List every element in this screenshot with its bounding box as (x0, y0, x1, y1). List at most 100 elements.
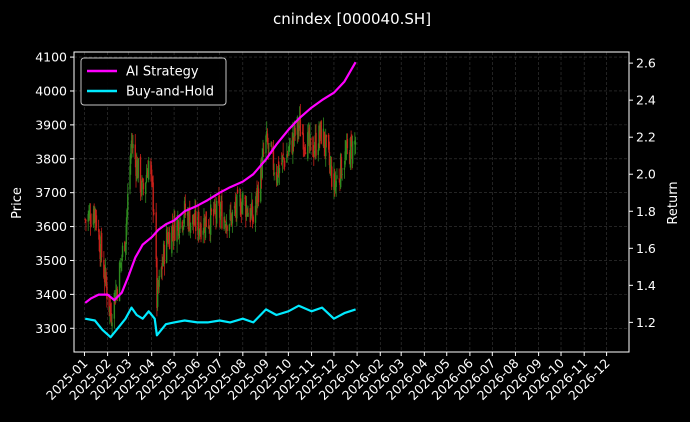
candle-body (199, 228, 201, 235)
y-right-tick-label: 1.8 (636, 204, 656, 219)
candle-body (277, 166, 279, 183)
candle-body (92, 213, 95, 225)
candle-body (230, 214, 233, 226)
candle-body (304, 152, 307, 155)
candle-body (115, 287, 118, 295)
candle-body (229, 209, 231, 220)
candle-body (294, 127, 296, 136)
candle-body (114, 297, 116, 305)
candle-body (236, 189, 239, 194)
y-axis-left-label: Price (10, 187, 25, 219)
candle-body (195, 211, 197, 232)
candle-body (97, 228, 100, 232)
candle-body (189, 209, 191, 231)
candle-body (292, 133, 294, 154)
candles (84, 103, 357, 335)
candle-body (325, 134, 328, 138)
candle-body (239, 198, 242, 216)
candle-body (287, 152, 290, 155)
candle-body (291, 140, 293, 154)
candle-body (158, 275, 160, 287)
candle-body (336, 175, 338, 179)
candle-body (124, 241, 126, 252)
candle-body (325, 134, 327, 157)
candle-body (134, 144, 136, 159)
candle-body (340, 157, 343, 179)
candle-body (110, 313, 113, 323)
candle-body (171, 226, 173, 254)
candle-body (100, 236, 102, 261)
y-left-tick-label: 3600 (35, 219, 67, 234)
candle-body (273, 172, 275, 175)
y-right-tick-label: 2.6 (636, 56, 656, 71)
candle-body (252, 216, 254, 222)
candle-body (351, 141, 354, 164)
candle-body (224, 219, 226, 221)
candle-body (334, 182, 337, 191)
candle-body (309, 133, 311, 147)
candle-body (245, 205, 248, 217)
candle-body (147, 170, 149, 178)
y-left-tick-label: 3400 (35, 287, 67, 302)
legend-label-ai-strategy: AI Strategy (126, 65, 199, 80)
y-left-tick-label: 3500 (35, 253, 67, 268)
candle-body (240, 211, 243, 214)
candle-body (276, 179, 278, 183)
candle-body (322, 128, 325, 147)
candle-body (261, 156, 263, 178)
candle-body (265, 135, 267, 154)
candle-body (171, 224, 174, 232)
candle-body (298, 125, 300, 129)
candle-body (339, 154, 342, 188)
candle-body (207, 226, 210, 228)
candle-body (313, 150, 316, 154)
candle-body (225, 222, 228, 232)
candle-body (226, 225, 228, 231)
candle-body (136, 160, 139, 179)
candle-body (328, 152, 331, 166)
candle-body (166, 232, 169, 239)
candle-body (103, 259, 105, 278)
candle-body (282, 153, 284, 156)
legend: AI Strategy Buy-and-Hold (80, 57, 227, 106)
candle-body (106, 284, 108, 299)
candle-body (210, 209, 213, 212)
candle-body (130, 153, 132, 164)
candle-body (172, 236, 175, 238)
candle-body (328, 134, 330, 150)
candle-body (204, 216, 207, 238)
candle-body (130, 140, 133, 149)
candle-body (242, 192, 244, 205)
candle-body (215, 212, 217, 219)
candle-body (313, 154, 315, 158)
candle-body (88, 209, 91, 215)
candle-body (161, 262, 163, 270)
candle-body (209, 204, 212, 235)
candle-body (177, 221, 180, 236)
candle-body (192, 214, 195, 225)
candle-body (231, 212, 234, 224)
candle-body (188, 209, 190, 228)
candle-body (354, 140, 356, 145)
candle-body (85, 220, 87, 221)
candle-body (220, 203, 222, 210)
candle-body (288, 145, 290, 149)
candle-body (204, 223, 206, 233)
candle-body (303, 144, 305, 146)
candle-body (147, 161, 150, 180)
chart-title: cnindex [000040.SH] (273, 10, 431, 28)
candle-body (162, 243, 165, 264)
candle-body (251, 202, 253, 215)
candle-body (292, 137, 295, 141)
candle-body (249, 208, 251, 223)
candle-body (189, 222, 192, 233)
candle-body (224, 224, 227, 228)
candle-body (221, 200, 223, 229)
candle-body (244, 197, 246, 199)
candle-body (150, 169, 153, 176)
candle-body (156, 258, 158, 308)
candle-body (246, 208, 248, 215)
candle-body (250, 210, 252, 219)
candle-body (126, 209, 128, 225)
